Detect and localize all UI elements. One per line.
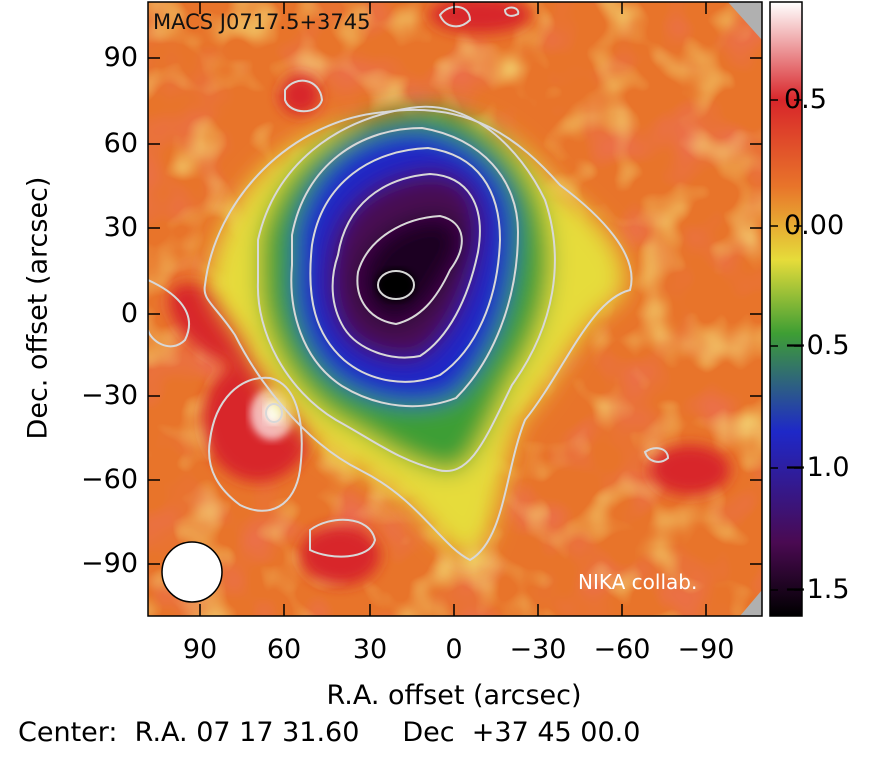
y-tick-label: 0 bbox=[120, 298, 138, 329]
masked-corner-top bbox=[728, 2, 762, 40]
y-tick-label: 30 bbox=[103, 212, 138, 243]
credit-label: NIKA collab. bbox=[578, 570, 698, 594]
x-tick-label: 90 bbox=[182, 634, 218, 665]
x-tick-label: −90 bbox=[677, 634, 735, 665]
x-tick-label: 0 bbox=[445, 634, 463, 665]
x-tick-label: 30 bbox=[352, 634, 388, 665]
y-tick-label: 60 bbox=[103, 128, 138, 159]
colorbar-tick-label: 0.5 bbox=[784, 84, 827, 115]
dec-value: +37 45 00.0 bbox=[471, 717, 641, 748]
ra-value: 07 17 31.60 bbox=[196, 717, 360, 748]
contours bbox=[148, 5, 670, 562]
y-tick-label: −30 bbox=[81, 380, 138, 411]
map-image bbox=[148, 2, 762, 616]
center-label: Center: bbox=[18, 717, 118, 748]
colorbar-ticks bbox=[770, 99, 802, 591]
y-axis-label: Dec. offset (arcsec) bbox=[22, 176, 54, 440]
y-tick-label: −90 bbox=[81, 548, 138, 579]
map-title: MACS J0717.5+3745 bbox=[153, 10, 371, 34]
colorbar-tick-label: −0.5 bbox=[784, 330, 850, 361]
x-tick-label: −30 bbox=[509, 634, 567, 665]
beam-circle bbox=[161, 541, 223, 603]
axis-ticks bbox=[148, 2, 762, 616]
x-axis-label: R.A. offset (arcsec) bbox=[326, 680, 582, 711]
masked-corner-bottom bbox=[740, 590, 762, 616]
center-coordinates: Center: R.A. 07 17 31.60 Dec +37 45 00.0 bbox=[18, 717, 640, 748]
x-tick-label: −60 bbox=[593, 634, 651, 665]
x-tick-label: 60 bbox=[266, 634, 302, 665]
colorbar-tick-label: −1.5 bbox=[784, 574, 850, 605]
y-tick-label: 90 bbox=[103, 42, 138, 73]
ra-label: R.A. bbox=[134, 717, 188, 748]
colorbar-tick-label: −1.0 bbox=[784, 452, 850, 483]
colorbar bbox=[770, 2, 802, 616]
dec-label: Dec bbox=[402, 717, 455, 748]
colorbar-tick-label: 0.00 bbox=[784, 210, 845, 241]
y-tick-label: −60 bbox=[81, 464, 138, 495]
